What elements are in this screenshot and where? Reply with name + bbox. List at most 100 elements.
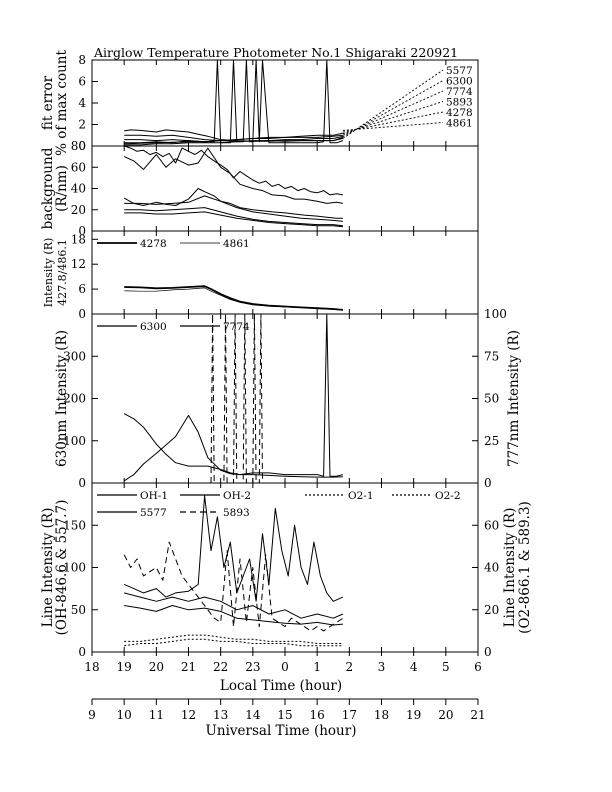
universal-time-tick-label: 19 xyxy=(406,708,421,722)
universal-time-tick-label: 12 xyxy=(181,708,196,722)
local-time-tick-label: 21 xyxy=(181,660,196,674)
universal-time-tick-label: 14 xyxy=(245,708,261,722)
series-line-5893 xyxy=(124,195,343,222)
x-axes: 18 19 20 21 22 23 0 1 2 3 4 5 69 10 11 12 13 14 15 16 17 18 19… xyxy=(84,652,486,722)
fit-leader-line xyxy=(342,69,444,139)
universal-time-tick-label: 11 xyxy=(149,708,164,722)
legend-label-7774: 7774 xyxy=(223,321,250,333)
fit-series-label: 5893 xyxy=(446,97,473,109)
universal-time-tick-label: 9 xyxy=(88,708,96,722)
y-axis-label: 427.8/486.1 xyxy=(56,239,69,306)
universal-time-tick-label: 17 xyxy=(342,708,357,722)
y-tick-label: 0 xyxy=(78,224,86,238)
y-axis-label: background xyxy=(40,147,56,229)
legend-label-5577: 5577 xyxy=(140,507,167,519)
series-line-4861 xyxy=(124,211,343,228)
series-line-O2-2 xyxy=(124,634,343,644)
universal-time-tick-label: 21 xyxy=(470,708,485,722)
y-tick-label: 80 xyxy=(71,139,86,153)
y-right-tick-label: 50 xyxy=(484,392,499,406)
chart-title: Airglow Temperature Photometer No.1 Shig… xyxy=(93,45,458,60)
y-tick-label: 4 xyxy=(78,96,86,110)
local-time-tick-label: 20 xyxy=(149,660,164,674)
local-time-tick-label: 6 xyxy=(474,660,482,674)
series-line-spikes xyxy=(210,314,263,483)
fit-series-label: 4278 xyxy=(446,107,473,119)
y-tick-label: 20 xyxy=(71,203,86,217)
local-time-tick-label: 2 xyxy=(346,660,354,674)
local-time-tick-label: 4 xyxy=(410,660,418,674)
legend-label-4278: 4278 xyxy=(140,238,167,250)
y-tick-label: 200 xyxy=(63,392,86,406)
series-line-OH-2 xyxy=(124,592,344,619)
series-group xyxy=(124,285,343,311)
legend-label-5893: 5893 xyxy=(223,507,250,519)
series-group xyxy=(123,495,344,647)
y-right-tick-label: 75 xyxy=(484,349,499,363)
y-right-axis-label: 777nm Intensity (R) xyxy=(506,330,522,467)
legend-label-OH-1: OH-1 xyxy=(140,490,168,502)
fit-leader-line xyxy=(342,122,444,131)
series-line-6300 xyxy=(123,414,343,482)
y-tick-label: 0 xyxy=(78,139,86,153)
y-right-tick-label: 20 xyxy=(484,603,499,617)
legend-label-O2-1: O2-1 xyxy=(348,490,374,502)
universal-time-tick-label: 20 xyxy=(438,708,453,722)
series-line-4278 xyxy=(124,207,343,227)
y-tick-label: 100 xyxy=(63,434,86,448)
y-tick-label: 18 xyxy=(71,232,86,246)
series-group xyxy=(123,146,343,228)
legend-label-OH-2: OH-2 xyxy=(223,490,251,502)
y-tick-label: 0 xyxy=(78,476,86,490)
local-time-tick-label: 5 xyxy=(442,660,450,674)
series-line-4278 xyxy=(124,132,344,145)
y-tick-label: 40 xyxy=(71,182,86,196)
y-axis-label: fit error xyxy=(40,75,56,130)
y-axis-label: (R/nm) xyxy=(54,165,70,212)
y-right-tick-label: 0 xyxy=(484,645,492,659)
series-line-4861 xyxy=(124,287,343,311)
series-line-4861 xyxy=(124,135,344,146)
local-time-tick-label: 23 xyxy=(245,660,260,674)
y-tick-label: 2 xyxy=(78,118,86,132)
y-right-tick-label: 40 xyxy=(484,561,499,575)
fit-series-label: 5577 xyxy=(446,65,473,77)
y-tick-label: 6 xyxy=(78,75,86,89)
series-line-OH-1 xyxy=(123,495,344,602)
series-line-7774 xyxy=(124,60,344,144)
universal-time-axis-label: Universal Time (hour) xyxy=(206,723,357,739)
y-axis-label: % of max count xyxy=(54,50,70,156)
y-tick-label: 60 xyxy=(71,160,86,174)
local-time-tick-label: 1 xyxy=(313,660,321,674)
series-line-5577 xyxy=(124,605,343,626)
legend-label-6300: 6300 xyxy=(140,321,167,333)
y-tick-label: 0 xyxy=(78,645,86,659)
panel-frame xyxy=(91,59,479,147)
series-line-4278 xyxy=(124,285,343,311)
series-line-5577 xyxy=(124,146,343,196)
fit-series-label: 7774 xyxy=(446,86,473,98)
series-line-6300 xyxy=(123,147,343,204)
universal-time-tick-label: 18 xyxy=(374,708,389,722)
local-time-tick-label: 18 xyxy=(84,660,99,674)
legend-label-O2-2: O2-2 xyxy=(435,490,461,502)
y-tick-label: 0 xyxy=(78,307,86,321)
y-tick-label: 8 xyxy=(78,53,86,67)
y-tick-label: 100 xyxy=(63,561,86,575)
panel-bg: 0 20 40 60 80 background(R/nm) xyxy=(40,139,479,238)
series-group xyxy=(123,314,344,483)
y-right-tick-label: 100 xyxy=(484,307,507,321)
series-group xyxy=(124,60,344,146)
y-right-tick-label: 60 xyxy=(484,518,499,532)
fit-series-label: 6300 xyxy=(446,76,473,88)
y-tick-label: 6 xyxy=(78,282,86,296)
y-right-tick-label: 25 xyxy=(484,434,499,448)
y-axis-label: (OH-846.6 & 557.7) xyxy=(54,500,70,636)
y-tick-label: 12 xyxy=(71,257,86,271)
y-right-axis-label: (O2-866.1 & 589.3) xyxy=(517,501,533,634)
local-time-tick-label: 19 xyxy=(117,660,132,674)
